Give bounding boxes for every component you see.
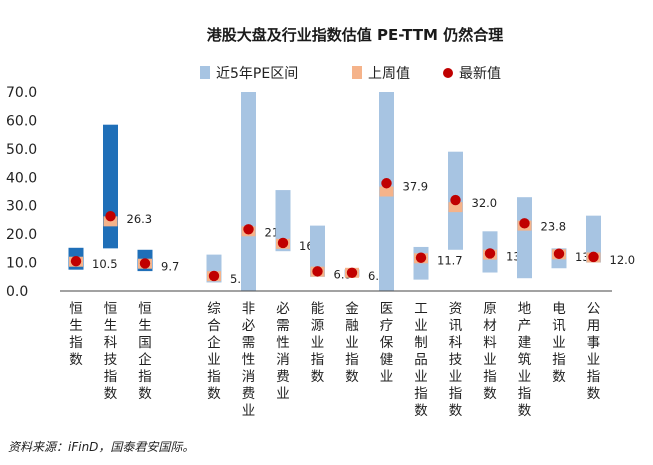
category-label: 恒生指数 [69,301,83,368]
latest-marker [381,178,392,189]
category-label: 综合企业指数 [207,301,221,402]
y-tick-label: 40.0 [6,170,37,186]
range-bar [103,124,118,249]
category-label: 资讯科技业指数 [449,301,463,419]
latest-marker [243,224,254,235]
latest-marker [277,237,289,249]
latest-marker [312,266,323,277]
legend-entry-2: 最新值 [459,66,501,82]
category-label: 原材料业指数 [483,301,497,402]
category-label: 工业制品业指数 [414,301,428,419]
y-tick-label: 50.0 [6,142,37,158]
category-label: 地产建筑业指数 [518,301,532,419]
latest-marker [588,251,599,263]
category-label: 能源业指数 [311,301,325,385]
legend-swatch-0 [200,66,210,79]
data-label: 32.0 [472,196,498,210]
latest-marker [450,194,461,206]
data-label: 11.7 [437,254,463,268]
y-tick-label: 60.0 [6,113,37,129]
chart-title: 港股大盘及行业指数估值 PE-TTM 仍然合理 [207,26,503,44]
data-label: 23.8 [541,219,567,233]
latest-marker [415,252,427,263]
category-label: 恒生国企指数 [138,301,152,402]
legend: 近5年PE区间 上周值 最新值 [200,66,501,82]
latest-marker [553,248,565,259]
y-tick-label: 20.0 [6,227,37,243]
data-label: 26.3 [127,212,153,226]
data-label: 12.0 [610,253,636,267]
category-label: 公用事业指数 [587,301,601,402]
range-bar [586,215,601,263]
legend-swatch-1 [352,66,362,79]
legend-entry-0: 近5年PE区间 [216,66,298,82]
latest-marker [70,255,82,267]
source-note: 资料来源：iFinD，国泰君安国际。 [8,440,194,454]
y-tick-label: 0.0 [6,284,28,300]
category-labels: 恒生指数 恒生科技指数 恒生国企指数 综合企业指数 非必需性消费业 必需性消费业 能源业指数… [69,301,601,419]
latest-marker [208,270,220,282]
latest-marker [346,267,358,279]
range-bar [241,92,256,291]
category-label: 金融业指数 [345,301,359,385]
latest-marker [484,248,496,259]
last-week-marker [379,186,394,197]
range-bar [517,197,532,279]
y-axis: 0.0 10.0 20.0 30.0 40.0 50.0 60.0 70.0 [6,85,612,300]
latest-marker [139,258,151,269]
range-bar [275,190,291,252]
y-tick-label: 30.0 [6,199,37,215]
y-tick-label: 10.0 [6,256,37,272]
last-week-marker [448,202,463,213]
category-label: 电讯业指数 [552,301,566,385]
range-bar [310,225,325,277]
legend-swatch-2 [443,68,453,78]
y-tick-label: 70.0 [6,85,37,101]
category-label: 非必需性消费业 [242,301,256,419]
category-label: 必需性消费业 [276,301,290,402]
data-label: 10.5 [92,257,118,271]
data-label: 9.7 [161,259,179,273]
category-label: 医疗保健业 [380,301,394,385]
latest-marker [519,218,530,229]
data-label: 37.9 [403,179,429,193]
bars: 10.526.39.75.321.716.96.96.437.911.732.0… [68,92,636,291]
latest-marker [105,211,116,222]
legend-entry-1: 上周值 [368,66,410,82]
category-label: 恒生科技指数 [104,301,118,402]
